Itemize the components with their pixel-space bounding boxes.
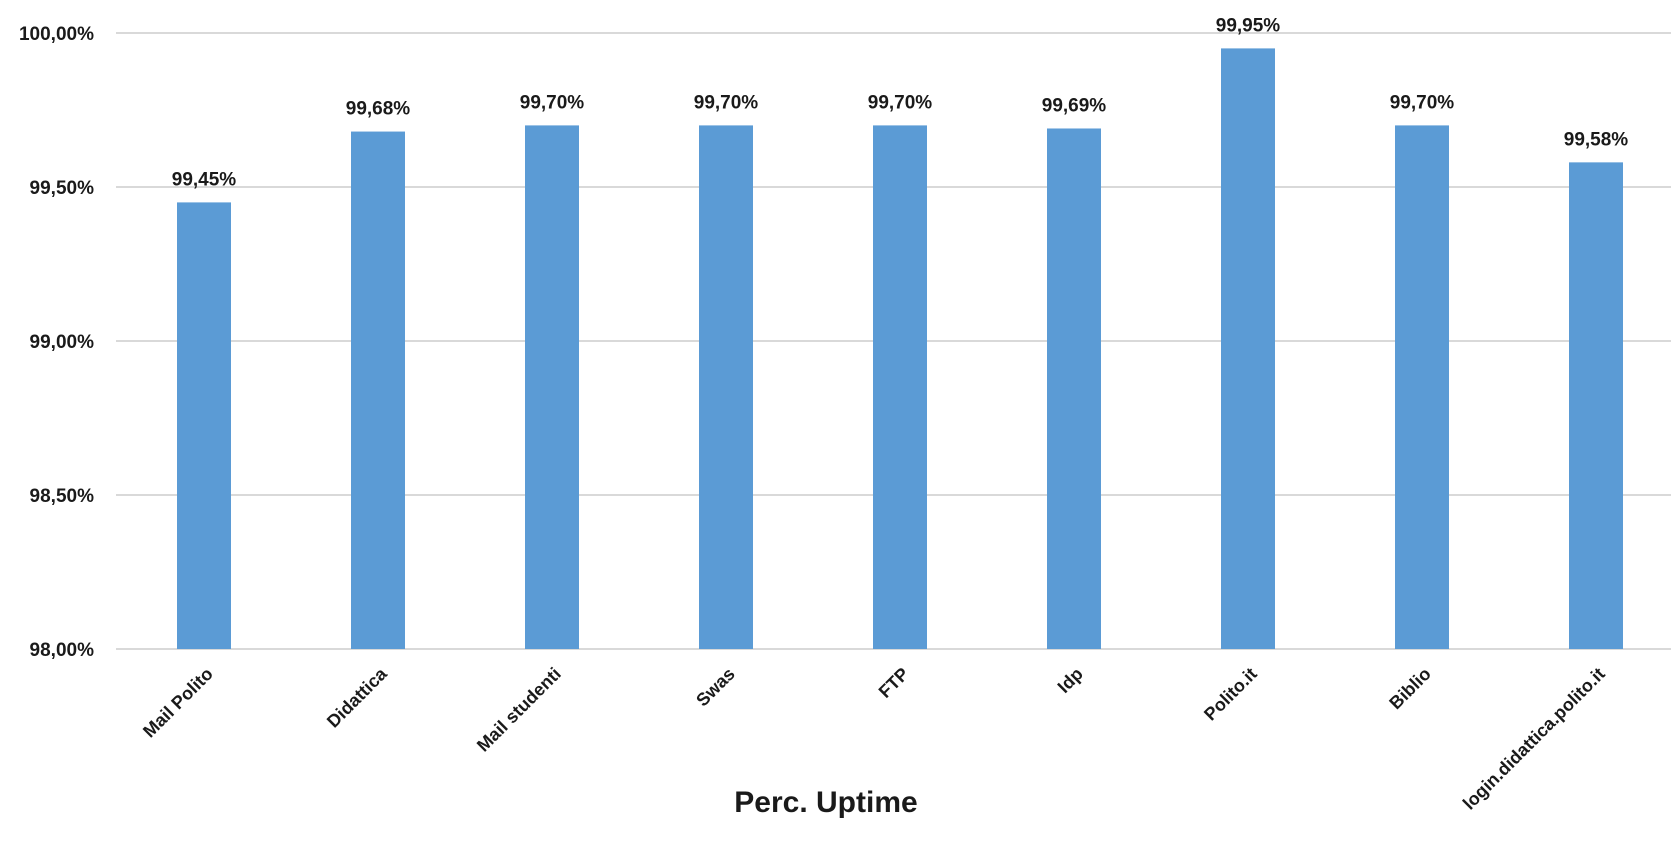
bar [1221,48,1275,649]
data-label: 99,69% [1042,95,1107,116]
bar [1047,128,1101,650]
x-tick-label: Swas [692,664,739,711]
data-label: 99,70% [520,92,585,113]
y-tick-label: 100,00% [19,24,94,45]
y-tick-label: 99,00% [30,332,95,353]
data-label: 99,70% [1390,92,1455,113]
y-tick-label: 98,50% [30,486,95,507]
data-label: 99,95% [1216,15,1281,36]
bar [525,125,579,649]
data-label: 99,68% [346,99,411,120]
bar [699,125,753,649]
y-tick-label: 99,50% [30,178,95,199]
data-label: 99,45% [172,169,237,190]
y-tick-label: 98,00% [30,640,95,661]
bar [1569,162,1623,650]
x-tick-label: login.didattica.polito.it [1459,664,1609,814]
data-labels: 99,45% 99,68% 99,70% 99,70% 99,70% 99,69% 99,9… [172,15,1629,190]
x-tick-label: Didattica [323,663,392,732]
y-axis-tick-labels: 98,00% 98,50% 99,00% 99,50% 100,00% [19,24,94,661]
x-tick-label: Idp [1054,664,1087,697]
data-label: 99,58% [1564,129,1629,150]
x-tick-label: Biblio [1385,664,1434,713]
data-label: 99,70% [694,92,759,113]
bar [1395,125,1449,649]
bar [351,131,405,649]
x-tick-label: FTP [875,664,913,702]
data-label: 99,70% [868,92,933,113]
bar [873,125,927,649]
bars [177,48,1623,650]
x-tick-label: Mail studenti [473,664,565,756]
x-tick-label: Polito.it [1200,664,1261,725]
x-axis-title: Perc. Uptime [734,786,917,819]
x-tick-label: Mail Polito [139,664,217,742]
bar [177,202,231,649]
